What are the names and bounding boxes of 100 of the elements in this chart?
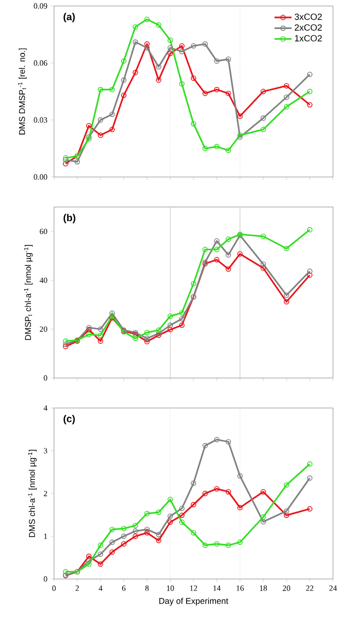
- point: [86, 122, 92, 128]
- point: [144, 526, 150, 532]
- point: [260, 234, 266, 240]
- point: [168, 326, 173, 332]
- point: [168, 50, 173, 56]
- y-axis-title: DMSP$_{t}$ chl-a$^{-1}$ [nmol µg$^{-1}$]: [24, 244, 33, 340]
- point: [156, 22, 162, 28]
- point: [214, 436, 220, 442]
- point: [190, 43, 196, 49]
- point: [260, 115, 266, 121]
- point: [237, 113, 243, 119]
- point: [179, 310, 185, 316]
- point: [202, 90, 208, 96]
- point: [156, 77, 162, 83]
- y-axis-title: DMS DMSP$_{t}$$^{-1}$ [rel. no.]: [18, 48, 27, 134]
- point: [121, 526, 126, 532]
- point: [284, 299, 290, 304]
- point: [168, 37, 173, 43]
- point: [202, 146, 208, 152]
- point: [98, 542, 104, 548]
- point: [179, 506, 185, 512]
- y-axis-title: DMS chl-a$^{-1}$ [nmol µg$^{-1}$]: [28, 450, 37, 538]
- point: [168, 322, 173, 328]
- point: [260, 261, 266, 267]
- point: [156, 327, 162, 333]
- x-axis-title: Day of Experiment: [159, 598, 228, 606]
- point: [156, 510, 162, 516]
- point: [202, 490, 208, 496]
- point: [156, 538, 162, 544]
- point: [121, 92, 126, 98]
- point: [179, 322, 185, 328]
- point: [144, 338, 150, 344]
- point: [179, 43, 185, 49]
- point: [144, 530, 150, 536]
- point: [144, 16, 150, 22]
- point: [156, 532, 162, 538]
- point: [144, 45, 150, 50]
- point: [226, 266, 232, 272]
- point: [74, 159, 80, 164]
- point: [179, 48, 185, 54]
- point: [98, 132, 104, 138]
- point: [98, 561, 104, 567]
- point: [179, 519, 185, 525]
- point: [226, 56, 232, 62]
- point: [226, 439, 232, 444]
- point: [121, 541, 126, 547]
- point: [214, 541, 220, 547]
- point: [284, 512, 290, 518]
- point: [226, 252, 232, 258]
- point: [260, 489, 266, 494]
- legend-label: 2xCO2: [294, 24, 322, 31]
- point: [226, 90, 232, 96]
- point: [284, 94, 290, 100]
- point: [226, 542, 232, 548]
- point: [132, 70, 138, 76]
- point: [284, 83, 290, 88]
- legend-label: 3xCO2: [294, 14, 322, 20]
- point: [284, 482, 290, 488]
- point: [260, 88, 266, 94]
- point: [237, 504, 243, 510]
- point: [132, 528, 138, 534]
- point: [260, 126, 266, 132]
- point: [190, 75, 196, 81]
- point: [132, 39, 138, 45]
- point: [202, 442, 208, 448]
- point: [156, 64, 162, 70]
- point: [109, 126, 115, 132]
- point: [109, 540, 115, 545]
- point: [132, 522, 138, 528]
- point: [98, 117, 104, 123]
- point: [237, 473, 243, 479]
- point: [226, 148, 232, 154]
- point: [202, 542, 208, 548]
- point: [260, 514, 266, 520]
- point: [214, 58, 220, 64]
- point: [144, 336, 150, 342]
- point: [179, 81, 185, 87]
- point: [284, 508, 290, 514]
- point: [86, 558, 92, 564]
- text: (c): [64, 414, 75, 424]
- point: [109, 549, 115, 555]
- point: [168, 513, 173, 519]
- point: [109, 310, 115, 316]
- point: [214, 144, 220, 150]
- point: [86, 561, 92, 567]
- point: [284, 292, 290, 298]
- point: [237, 540, 243, 545]
- point: [109, 112, 115, 117]
- point: [214, 238, 220, 244]
- point: [260, 265, 266, 271]
- point: [190, 121, 196, 126]
- point: [98, 332, 104, 338]
- point: [202, 246, 208, 252]
- point: [144, 330, 150, 336]
- point: [98, 86, 104, 92]
- point: [214, 86, 220, 92]
- point: [226, 236, 232, 242]
- point: [179, 512, 185, 518]
- point: [109, 86, 115, 92]
- point: [190, 502, 196, 508]
